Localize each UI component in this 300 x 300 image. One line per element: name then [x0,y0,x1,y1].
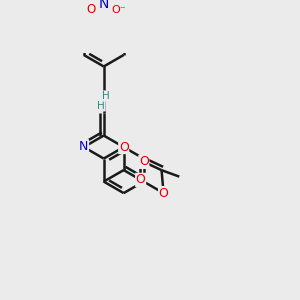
Text: N: N [79,140,88,153]
Text: O: O [86,3,95,16]
Text: O: O [159,187,169,200]
Text: O: O [139,155,149,168]
Text: O: O [119,141,129,154]
Text: O: O [136,173,146,186]
Text: O⁻: O⁻ [111,5,126,15]
Text: H: H [98,101,105,111]
Text: N: N [99,0,109,11]
Text: H: H [102,91,110,101]
